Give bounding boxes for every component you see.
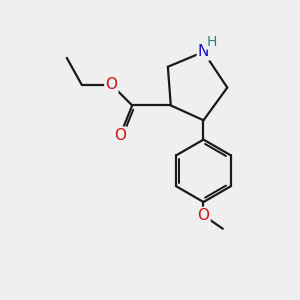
Text: N: N	[198, 44, 209, 59]
Text: O: O	[114, 128, 126, 142]
Text: H: H	[207, 34, 217, 49]
Text: O: O	[197, 208, 209, 223]
Text: O: O	[105, 77, 117, 92]
